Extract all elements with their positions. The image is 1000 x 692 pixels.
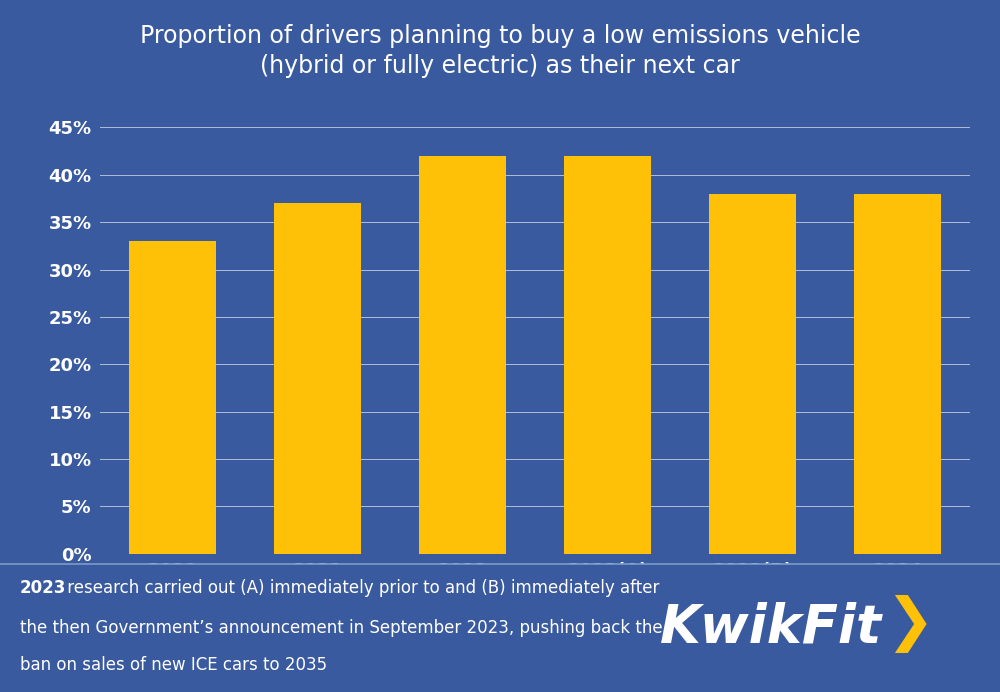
Text: research carried out (A) immediately prior to and (B) immediately after: research carried out (A) immediately pri… xyxy=(62,579,659,597)
Text: Proportion of drivers planning to buy a low emissions vehicle: Proportion of drivers planning to buy a … xyxy=(140,24,860,48)
Bar xyxy=(709,194,796,554)
Bar xyxy=(854,194,941,554)
Text: 2023: 2023 xyxy=(20,579,66,597)
Text: ban on sales of new ICE cars to 2035: ban on sales of new ICE cars to 2035 xyxy=(20,656,327,674)
Text: (hybrid or fully electric) as their next car: (hybrid or fully electric) as their next… xyxy=(260,54,740,78)
Bar xyxy=(564,156,651,554)
Bar xyxy=(274,203,361,554)
Bar xyxy=(419,156,506,554)
Text: the then Government’s announcement in September 2023, pushing back the: the then Government’s announcement in Se… xyxy=(20,619,663,637)
Bar xyxy=(129,241,216,554)
Text: ❯: ❯ xyxy=(885,595,934,653)
Text: KwikFit: KwikFit xyxy=(660,602,882,654)
